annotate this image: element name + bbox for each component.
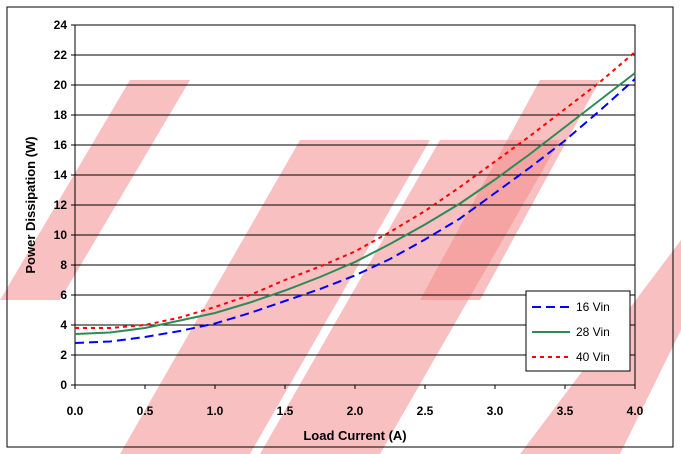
- y-tick-label: 12: [54, 198, 68, 212]
- watermark-logo: [0, 80, 681, 454]
- chart-outer-border: [6, 6, 674, 448]
- legend-label: 16 Vin: [576, 300, 610, 314]
- watermark-stripe: [0, 80, 190, 300]
- x-axis-title: Load Current (A): [303, 428, 406, 443]
- x-tick-label: 0.0: [67, 404, 84, 418]
- legend: 16 Vin 28 Vin 40 Vin: [525, 290, 631, 372]
- x-tick-label: 0.5: [137, 404, 154, 418]
- y-tick-label: 6: [60, 288, 67, 302]
- x-tick-label: 3.5: [557, 404, 574, 418]
- y-tick-label: 20: [54, 78, 68, 92]
- y-tick-label: 16: [54, 138, 68, 152]
- series-line-28-vin: [74, 72, 636, 335]
- legend-label: 40 Vin: [576, 350, 610, 364]
- y-tick-label: 4: [60, 318, 67, 332]
- series-line-16-vin: [74, 78, 636, 344]
- series-lines: [74, 51, 636, 344]
- gridlines: [75, 54, 635, 356]
- y-tick-label: 8: [60, 258, 67, 272]
- legend-label: 28 Vin: [576, 325, 610, 339]
- y-tick-label: 18: [54, 108, 68, 122]
- y-tick-label: 2: [60, 348, 67, 362]
- y-tick-label: 14: [54, 168, 68, 182]
- y-tick-label: 0: [60, 378, 67, 392]
- watermark-stripe: [260, 140, 560, 454]
- y-tick-label: 10: [54, 228, 68, 242]
- x-tick-label: 1.0: [207, 404, 224, 418]
- x-tick-label: 3.0: [487, 404, 504, 418]
- x-axis-ticks: 0.0 0.5 1.0 1.5 2.0 2.5 3.0 3.5 4.0: [67, 385, 644, 418]
- x-tick-label: 2.0: [347, 404, 364, 418]
- x-tick-label: 4.0: [627, 404, 644, 418]
- watermark-stripe: [120, 140, 430, 454]
- y-tick-label: 24: [54, 18, 68, 32]
- y-tick-label: 22: [54, 48, 68, 62]
- x-tick-label: 2.5: [417, 404, 434, 418]
- y-axis-title: Power Dissipation (W): [23, 136, 38, 273]
- x-tick-label: 1.5: [277, 404, 294, 418]
